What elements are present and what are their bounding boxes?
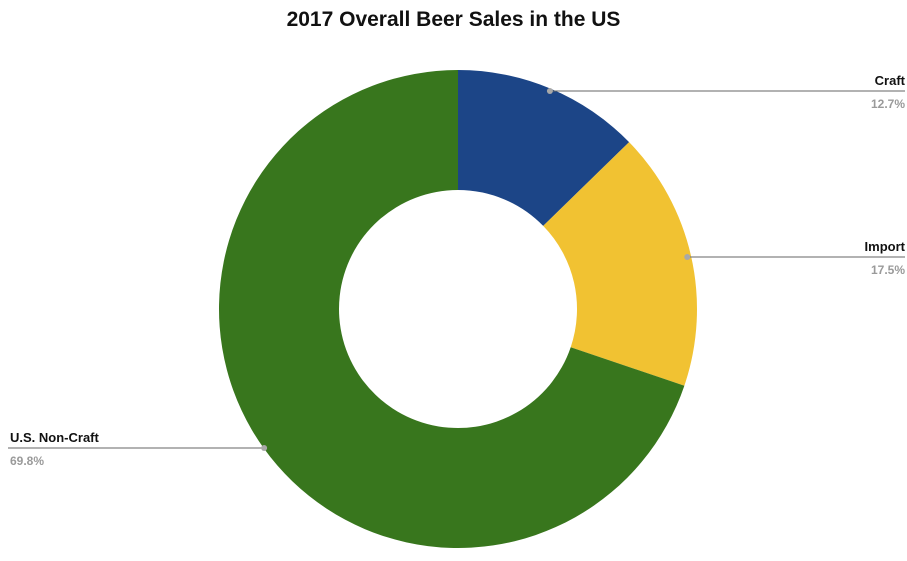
callout-dot-craft xyxy=(546,88,553,94)
labels-group: Craft 12.7% Import 17.5% U.S. Non-Craft 69.8% xyxy=(8,73,906,468)
label-name-u-s-non-craft: U.S. Non-Craft xyxy=(10,430,100,445)
callout-dot-u-s-non-craft xyxy=(261,445,268,451)
label-percent-craft: 12.7% xyxy=(871,97,905,111)
callout-dot-import xyxy=(684,254,691,260)
label-name-craft: Craft xyxy=(875,73,906,88)
chart-title: 2017 Overall Beer Sales in the US xyxy=(286,8,621,31)
label-percent-u-s-non-craft: 69.8% xyxy=(10,454,44,468)
slices-group xyxy=(218,70,697,548)
label-percent-import: 17.5% xyxy=(871,263,905,277)
label-name-import: Import xyxy=(865,239,906,254)
slice-craft xyxy=(458,70,630,226)
slice-u-s-non-craft xyxy=(218,70,685,548)
slice-import xyxy=(543,142,697,386)
